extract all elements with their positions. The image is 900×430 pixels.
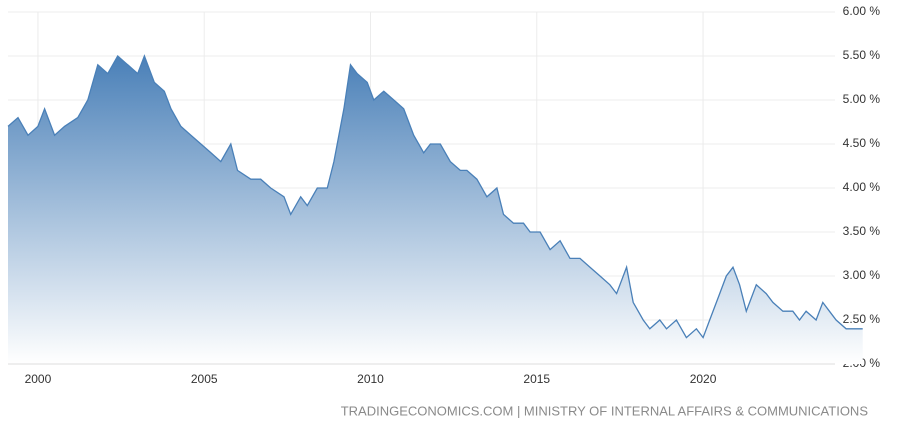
y-tick-label: 3.00 % xyxy=(843,268,881,282)
y-tick-label: 6.00 % xyxy=(843,4,881,18)
y-tick-label: 2.50 % xyxy=(843,312,881,326)
source: TRADINGECONOMICS.COM | MINISTRY OF INTER… xyxy=(341,403,869,418)
x-tick-label: 2005 xyxy=(191,372,218,386)
y-tick-label: 5.00 % xyxy=(843,92,881,106)
x-tick-label: 2020 xyxy=(690,372,717,386)
y-tick-label: 5.50 % xyxy=(843,48,881,62)
x-tick-label: 2000 xyxy=(25,372,52,386)
x-tick-label: 2015 xyxy=(523,372,550,386)
line xyxy=(7,54,863,339)
y-tick-label: 4.00 % xyxy=(843,180,881,194)
x-tick-label: 2010 xyxy=(357,372,384,386)
y-tick-label: 3.50 % xyxy=(843,224,881,238)
y-tick-label: 4.50 % xyxy=(843,136,881,150)
area xyxy=(8,56,863,364)
